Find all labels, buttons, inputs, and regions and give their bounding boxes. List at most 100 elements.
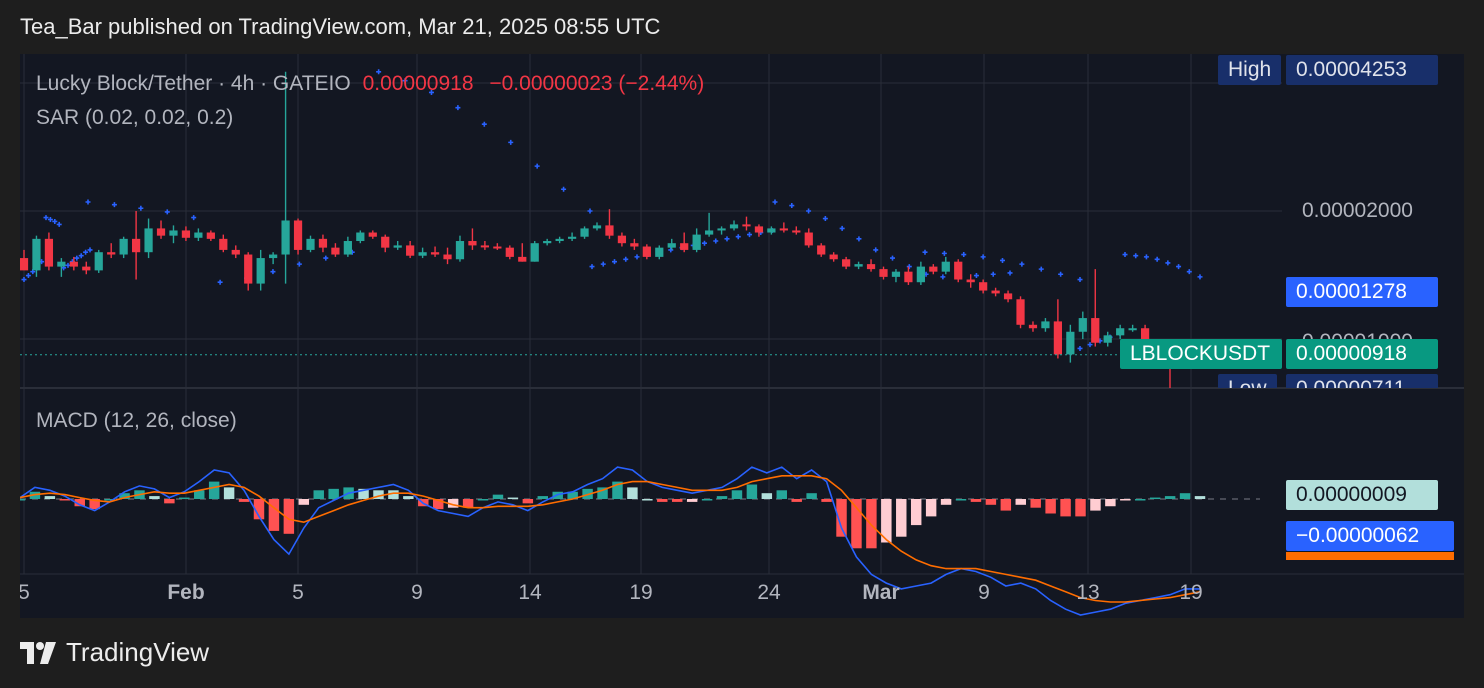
sar-point — [270, 269, 276, 275]
sar-point — [111, 202, 117, 208]
candle-body — [318, 238, 328, 248]
macd-histogram-bar — [313, 490, 324, 499]
candle-body — [1053, 321, 1063, 355]
symbol-title: Lucky Block/Tether · 4h · GATEIO — [36, 72, 351, 95]
macd-histogram-bar — [612, 481, 623, 499]
candle-body — [617, 235, 627, 244]
sar-point — [940, 274, 946, 280]
sar-point — [961, 252, 967, 258]
sar-point — [83, 249, 89, 255]
candle-body — [306, 238, 315, 250]
macd-histogram-bar — [940, 499, 952, 505]
sar-point — [1154, 256, 1160, 262]
candle-body — [194, 232, 203, 238]
macd-histogram-bar — [970, 499, 982, 502]
macd-histogram-bar — [686, 499, 698, 502]
sar-point — [402, 78, 408, 84]
price-tick-1-clipped: 0.00001000 — [1302, 330, 1413, 340]
macd-histogram-bar — [104, 499, 115, 501]
macd-histogram-bar — [955, 499, 967, 501]
candle-body — [356, 232, 365, 242]
macd-histogram-bar — [761, 493, 773, 499]
candle-body — [169, 230, 178, 236]
candle-body — [156, 228, 166, 236]
macd-histogram-bar — [716, 496, 728, 499]
macd-histogram-bar — [298, 499, 310, 505]
sar-point — [508, 139, 514, 145]
low-label: Low — [1218, 374, 1277, 388]
candle-body — [991, 290, 1000, 294]
candle-body — [804, 232, 813, 246]
macd-histogram-bar — [537, 496, 549, 499]
candle-body — [530, 243, 539, 262]
sar-point — [772, 199, 778, 205]
macd-histogram-bar — [746, 484, 758, 499]
signal-line — [20, 474, 1201, 603]
x-tick-label: Feb — [167, 581, 204, 604]
macd-histogram-bar — [866, 499, 877, 549]
macd-histogram-bar — [149, 496, 160, 499]
macd-histogram-bar — [1045, 499, 1056, 514]
macd-histogram-bar — [1179, 493, 1191, 499]
macd-histogram-bar — [1135, 499, 1146, 501]
candle-body — [32, 238, 41, 271]
candle-body — [829, 254, 838, 260]
candle-body — [667, 243, 676, 248]
chart-frame[interactable]: 5 Feb 5 9 14 19 24 Mar 9 13 19 Lucky Block/Tether … — [20, 54, 1464, 618]
candle-body — [244, 254, 253, 284]
sar-point — [906, 264, 912, 270]
candle-body — [854, 264, 863, 267]
candle-body — [206, 232, 215, 239]
sar-point — [1077, 345, 1083, 351]
macd-histogram-bar — [74, 499, 85, 507]
sar-price-label: 0.00001278 — [1286, 277, 1438, 307]
tradingview-footer[interactable]: TradingView — [20, 637, 209, 668]
sar-point — [713, 238, 719, 244]
macd-line — [20, 466, 1200, 616]
macd-histogram-bar — [462, 499, 474, 508]
candle-body — [941, 261, 950, 272]
macd-legend: MACD (12, 26, close) — [36, 409, 237, 432]
candle-body — [704, 230, 714, 235]
macd-histogram-bar — [268, 499, 280, 531]
chart-canvas[interactable]: 5 Feb 5 9 14 19 24 Mar 9 13 19 — [20, 54, 1464, 618]
macd-histogram-bar — [925, 499, 937, 517]
sar-point — [1087, 342, 1093, 348]
macd-histogram-bar — [896, 499, 907, 537]
sar-point — [1000, 257, 1005, 263]
macd-histogram-bar — [851, 499, 862, 549]
sar-point — [56, 221, 62, 227]
candle-body — [1078, 318, 1087, 332]
macd-histogram-bar — [328, 488, 339, 499]
sar-point — [1186, 269, 1192, 275]
sar-point — [85, 199, 91, 205]
sar-point — [612, 259, 617, 265]
candle-body — [493, 246, 502, 249]
sar-point — [980, 254, 986, 260]
candle-body — [1016, 299, 1025, 325]
macd-histogram-bar — [477, 499, 489, 501]
candle-body — [1128, 328, 1137, 331]
sar-legend: SAR (0.02, 0.02, 0.2) — [36, 106, 234, 129]
macd-histogram-bar — [179, 497, 190, 500]
candle-body — [1103, 335, 1112, 343]
signal-value-label-clipped — [1286, 552, 1454, 560]
candle-body — [1041, 321, 1050, 329]
candle-body — [717, 228, 726, 231]
candle-body — [331, 247, 340, 255]
sar-point — [822, 216, 828, 222]
macd-histogram-bar — [671, 499, 683, 502]
candle-body — [418, 252, 427, 256]
sar-point — [587, 208, 593, 214]
sar-point — [191, 215, 197, 221]
candle-body — [44, 238, 54, 267]
macd-histogram-bar — [20, 499, 26, 501]
x-tick-label: 5 — [292, 581, 304, 604]
sar-point — [1143, 254, 1149, 260]
sar-point — [634, 254, 640, 260]
symbol-legend: Lucky Block/Tether · 4h · GATEIO 0.00000… — [36, 72, 704, 96]
candle-body — [219, 238, 228, 250]
macd-histogram-bar — [985, 499, 997, 505]
candle-body — [655, 247, 664, 257]
macd-histogram-bar — [1075, 499, 1086, 517]
